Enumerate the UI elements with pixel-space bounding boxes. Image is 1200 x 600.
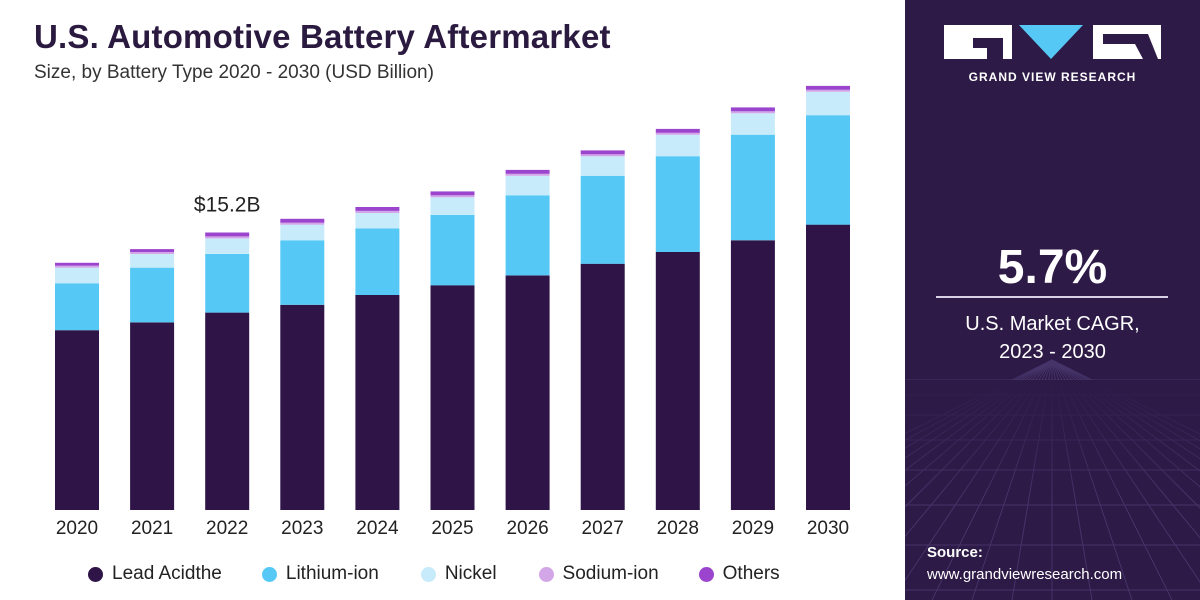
x-tick-label: 2022 [206,518,248,539]
legend-item: Others [698,563,780,585]
legend-swatch [261,566,277,582]
bar-2020-sodium-ion [55,265,99,268]
bar-2024-others [355,207,400,211]
cagr-divider [936,296,1168,298]
x-tick-label: 2029 [732,518,774,539]
bar-2030-lithium-ion [806,115,850,225]
bar-2030-sodium-ion [806,89,850,92]
x-tick-label: 2027 [582,518,624,539]
bar-2025-others [430,191,475,196]
legend-item: Nickel [420,563,497,585]
bar-2021-sodium-ion [130,252,175,254]
bar-2022-lithium-ion [205,254,250,313]
bar-2024-sodium-ion [355,211,400,213]
bar-2020-others [55,262,99,266]
bar-2022-sodium-ion [205,236,250,239]
bar-2021-others [130,249,175,252]
bar-2024-lithium-ion [355,228,400,295]
x-tick-label: 2024 [356,518,399,539]
gvr-logo [944,25,1161,59]
legend-swatch [698,566,714,582]
bar-2023-nickel [280,224,325,241]
bar-2023-lead-acidthe [280,304,325,510]
bar-2025-sodium-ion [430,195,475,198]
bar-2029-lithium-ion [730,134,775,241]
x-tick-label: 2020 [56,518,98,539]
legend-label: Lead Acidthe [112,563,222,584]
x-tick-label: 2021 [131,518,173,539]
cagr-label-line2: 2023 - 2030 [999,341,1106,363]
chart-panel: U.S. Automotive Battery Aftermarket Size… [34,18,850,586]
bar-2021-nickel [130,254,175,268]
legend-swatch [538,566,554,582]
bar-2023-lithium-ion [280,240,325,305]
legend-label: Sodium-ion [562,563,659,584]
bar-2027-lead-acidthe [580,263,625,510]
x-tick-label: 2030 [807,518,849,539]
bar-2027-lithium-ion [580,175,625,264]
bar-2024-lead-acidthe [355,295,400,510]
bar-2028-lead-acidthe [655,252,700,510]
legend-label: Nickel [444,563,497,584]
stacked-bar-chart: 2020 2021 2022 2023 2024 2025 2026 2027 2028 2029… [55,85,850,539]
bar-2022-nickel [205,238,250,254]
bar-2020-lead-acidthe [55,330,99,510]
bar-2029-nickel [730,113,775,135]
chart-legend: Lead Acidthe Lithium-ion Nickel Sodium-ion O… [88,562,780,586]
bar-2029-lead-acidthe [730,240,775,511]
bar-2028-others [655,128,700,133]
bar-2027-sodium-ion [580,154,625,157]
bar-2030-nickel [806,91,850,116]
chart-subtitle: Size, by Battery Type 2020 - 2030 (USD B… [34,62,434,83]
legend-label: Lithium-ion [285,563,379,584]
bar-2026-sodium-ion [505,173,550,176]
source-url: www.grandviewresearch.com [927,566,1123,583]
bar-2029-sodium-ion [730,111,775,114]
bar-2028-sodium-ion [655,132,700,135]
bar-2027-others [580,150,625,155]
bar-2025-lead-acidthe [430,285,475,510]
bar-2030-others [806,85,850,90]
bar-2021-lead-acidthe [130,322,175,510]
bar-2023-others [280,218,325,223]
brand-name: GRAND VIEW RESEARCH [968,70,1137,84]
bar-2028-lithium-ion [655,156,700,252]
bar-2022-others [205,232,250,237]
cagr-label-line1: U.S. Market CAGR, [965,313,1140,335]
bar-2022-lead-acidthe [205,312,250,510]
x-tick-label: 2028 [657,518,699,539]
legend-swatch [88,566,103,582]
data-label-annotation: $15.2B [194,194,261,217]
cagr-value: 5.7% [997,241,1108,294]
bar-2026-nickel [505,175,550,196]
legend-swatch [420,566,436,582]
bar-2025-lithium-ion [430,214,475,286]
chart-title: U.S. Automotive Battery Aftermarket [34,18,611,55]
grid-background-decoration [905,359,1200,600]
bar-2021-lithium-ion [130,267,175,323]
bar-2029-others [730,107,775,112]
legend-item: Sodium-ion [538,563,659,585]
bar-2025-nickel [430,197,475,215]
x-tick-label: 2025 [431,518,473,539]
x-tick-label: 2026 [506,518,548,539]
stats-sidebar: GRAND VIEW RESEARCH 5.7% U.S. Market CAG… [905,0,1200,600]
bar-2026-lithium-ion [505,195,550,276]
bar-2023-sodium-ion [280,222,325,225]
bar-2026-others [505,169,550,174]
source-label: Source: [927,544,983,561]
x-tick-label: 2023 [281,518,323,539]
bar-2026-lead-acidthe [505,275,550,510]
bar-2028-nickel [655,134,700,157]
legend-item: Lead Acidthe [88,563,222,585]
bar-2027-nickel [580,156,625,176]
bar-2030-lead-acidthe [806,224,850,510]
legend-label: Others [722,563,780,584]
bar-2020-nickel [55,267,99,284]
cagr-label: U.S. Market CAGR, 2023 - 2030 [905,310,1200,366]
bar-2020-lithium-ion [55,283,99,331]
legend-item: Lithium-ion [261,563,379,585]
bar-2024-nickel [355,212,400,229]
